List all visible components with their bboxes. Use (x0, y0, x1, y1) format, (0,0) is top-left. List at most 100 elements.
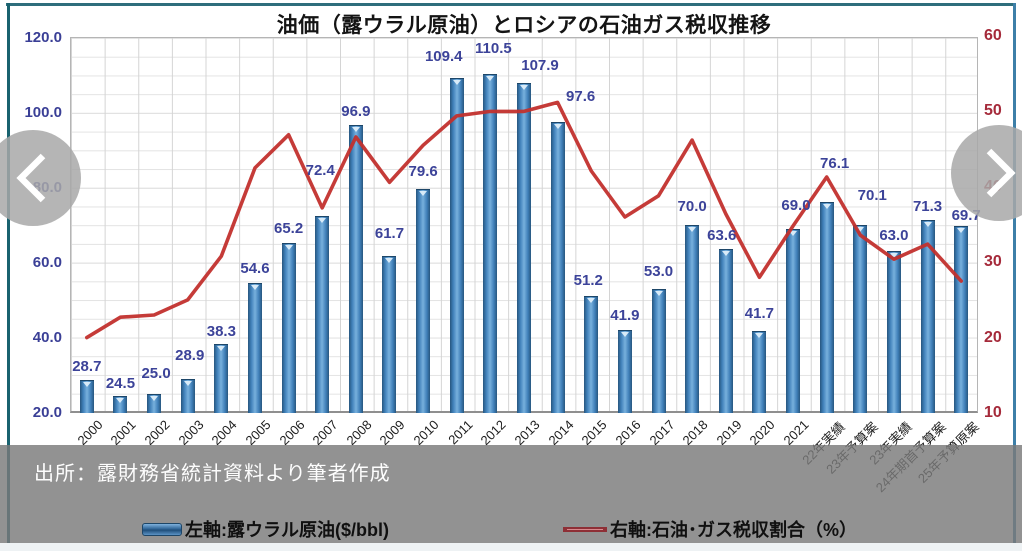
bar-value-label: 71.3 (912, 198, 943, 216)
bar-2012 (483, 73, 498, 413)
right-axis-tick: 60 (984, 27, 1002, 44)
bar-top-highlight (654, 290, 663, 296)
left-axis-tick: 60.0 (32, 253, 62, 271)
bar-top-highlight (486, 75, 495, 81)
bar-2014 (550, 121, 565, 413)
bar-2004 (214, 343, 229, 413)
line-legend-swatch (563, 526, 607, 532)
bar-top-highlight (452, 79, 461, 85)
bar-top-highlight (284, 245, 293, 251)
bottom-strip (0, 543, 1022, 551)
left-axis-tick: 20.0 (32, 403, 62, 421)
bar-2006 (281, 243, 296, 413)
bar-2008 (348, 124, 363, 413)
bar-top-highlight (755, 333, 764, 339)
bar-value-label: 96.9 (341, 102, 371, 120)
bar-top-highlight (789, 230, 798, 236)
bar-value-label: 69.0 (781, 196, 811, 214)
chevron-right-icon (986, 148, 1016, 198)
right-axis-tick: 10 (984, 404, 1002, 421)
left-axis-tick: 40.0 (32, 328, 62, 346)
bar-value-label: 61.7 (374, 225, 405, 243)
bar-2015 (584, 295, 599, 413)
bar-23年予算案 (853, 224, 868, 413)
chevron-left-icon (16, 153, 46, 203)
bar-value-label: 54.6 (240, 259, 270, 277)
bar-value-label: 72.4 (305, 162, 335, 180)
bar-2005 (247, 282, 262, 413)
bar-value-label: 76.1 (820, 155, 850, 173)
right-axis-tick: 20 (984, 328, 1002, 346)
line-series (84, 100, 964, 340)
bar-value-label: 41.7 (744, 305, 775, 323)
bar-22年実績 (819, 202, 834, 413)
bar-2017 (651, 288, 666, 413)
bar-value-label: 51.2 (573, 271, 603, 289)
slide-border-top (6, 3, 1016, 6)
bar-top-highlight (150, 395, 159, 401)
bar-top-highlight (620, 332, 629, 338)
line-legend-label: 右軸:石油･ガス税収割合（%） (610, 520, 857, 540)
tax-share-line (84, 100, 964, 340)
bar-top-highlight (856, 226, 865, 232)
bar-legend-label: 左軸:露ウラル原油($/bbl) (185, 520, 389, 540)
chart-title: 油価（露ウラル原油）とロシアの石油ガス税収推移 (276, 14, 772, 37)
bar-value-label: 53.0 (643, 262, 674, 280)
bar-2000 (79, 379, 94, 413)
left-axis-tick: 120.0 (24, 29, 62, 46)
bar-top-highlight (587, 297, 596, 303)
carousel-next-button[interactable] (951, 125, 1022, 221)
bar-24年期首予算案 (920, 220, 935, 413)
bar-value-label: 25.0 (141, 364, 171, 382)
bar-2010 (416, 189, 431, 413)
bar-value-label: 70.1 (857, 186, 887, 204)
bar-top-highlight (889, 253, 898, 259)
bar-top-highlight (385, 258, 394, 264)
source-caption: 出所：露財務省統計資料より筆者作成 (34, 463, 391, 485)
bar-top-highlight (520, 85, 528, 91)
bar-value-label: 70.0 (677, 198, 707, 216)
bar-value-label: 97.6 (566, 87, 596, 105)
bar-2003 (180, 379, 195, 413)
bar-value-label: 28.9 (175, 347, 205, 365)
right-axis-tick: 30 (984, 253, 1002, 271)
bar-top-highlight (351, 126, 360, 132)
bar-2016 (617, 330, 632, 413)
slide-border-left (7, 3, 10, 543)
right-axis-tick: 50 (984, 102, 1002, 120)
bar-2001 (113, 395, 128, 413)
bar-legend-swatch (142, 522, 182, 536)
bar-top-highlight (822, 204, 831, 210)
bar-2009 (382, 256, 397, 413)
bar-top-highlight (183, 381, 192, 387)
bar-2019 (718, 249, 733, 413)
slide-border-right (1013, 3, 1016, 543)
bar-top-highlight (116, 397, 125, 403)
bar-2002 (147, 393, 162, 413)
bar-value-label: 65.2 (273, 220, 304, 238)
carousel-prev-button[interactable] (0, 130, 81, 226)
bar-2020 (752, 331, 767, 413)
bar-2013 (517, 83, 531, 413)
bar-top-highlight (82, 381, 91, 387)
bar-top-highlight (688, 227, 697, 233)
bar-value-label: 63.6 (707, 227, 737, 245)
bar-top-highlight (923, 222, 932, 228)
bar-23年実績 (886, 251, 901, 413)
bar-value-label: 24.5 (105, 374, 136, 392)
bar-top-highlight (957, 228, 966, 234)
bar-top-highlight (553, 123, 562, 129)
bar-top-highlight (318, 218, 327, 224)
legend-item-bar: 左軸:露ウラル原油($/bbl) (142, 516, 389, 542)
bar-value-label: 38.3 (206, 322, 236, 340)
bar-top-highlight (217, 345, 226, 351)
bar-25年予算原案 (954, 226, 969, 413)
bar-value-label: 41.9 (610, 307, 640, 325)
bar-value-label: 79.6 (408, 163, 438, 181)
bar-top-highlight (721, 251, 730, 257)
bar-value-label: 28.7 (72, 357, 102, 375)
bar-2011 (449, 77, 464, 413)
legend-item-line: 右軸:石油･ガス税収割合（%） (563, 516, 857, 542)
bar-value-label: 63.0 (879, 227, 909, 245)
bar-value-label: 110.5 (475, 39, 512, 57)
